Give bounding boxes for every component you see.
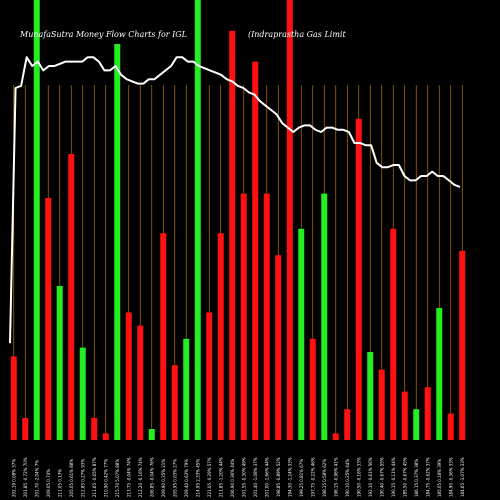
x-tick-label: 209.90 0.35% 21%	[161, 459, 166, 497]
money-flow-bar	[413, 409, 420, 440]
money-flow-bar	[252, 61, 259, 440]
money-flow-bar	[355, 118, 362, 441]
money-flow-bar	[10, 356, 17, 440]
x-tick-label: 214.95 2.33% 45%	[195, 459, 200, 497]
money-flow-bar	[390, 228, 397, 440]
x-tick-label: 201.85 -0.72% 70%	[23, 457, 28, 497]
x-tick-label: 201.70 -2.04% 7%	[34, 460, 39, 497]
money-flow-bar	[102, 433, 109, 440]
x-tick-label: 185.05 0.18% 39%	[437, 459, 442, 497]
x-tick-label: 198.85 -0.89% 52%	[276, 457, 281, 497]
x-tick-label: 184.75 -0.62% 37%	[425, 457, 430, 497]
money-flow-bar	[206, 312, 213, 440]
x-tick-label: 196.15 -0.96% 41%	[333, 457, 338, 497]
x-tick-label: 202.19 0.08% 37%	[11, 459, 16, 497]
x-tick-label: 199.25 0.81% 67%	[299, 459, 304, 497]
money-flow-bar	[137, 325, 144, 440]
x-tick-labels: 202.19 0.08% 37% 201.85 -0.72% 70% 201.70 …	[11, 457, 465, 497]
x-tick-label: 192.10 -0.61% 56%	[368, 457, 373, 497]
money-flow-bar	[447, 413, 454, 440]
x-tick-label: 213.75 -0.04% 74%	[126, 457, 131, 497]
x-tick-label: 215.70 5.07% 88%	[115, 459, 120, 497]
x-tick-label: 190.15 -0.11% 44%	[391, 457, 396, 497]
money-flow-bar	[286, 0, 293, 440]
money-flow-bar	[378, 369, 385, 440]
money-flow-bar	[79, 347, 86, 440]
x-tick-label: 212.20 -0.16% 74%	[138, 457, 143, 497]
money-flow-bar	[367, 352, 374, 440]
x-tick-label: 194.30 -1.24% 33%	[287, 457, 292, 497]
money-flow-bar	[459, 250, 466, 440]
chart-title: MunafaSutra Money Flow Charts for IGL	[19, 30, 187, 39]
x-tick-label: 221.05 -0.29% 57%	[207, 457, 212, 497]
money-flow-bar	[436, 308, 443, 440]
chart-subtitle: (Indraprastha Gas Limit	[248, 30, 346, 39]
money-flow-bar	[309, 338, 316, 440]
money-flow-bar	[33, 0, 40, 440]
x-tick-label: 212.85 0.27% 93%	[80, 459, 85, 497]
x-tick-label: 201.55 -0.30% 49%	[241, 457, 246, 497]
x-tick-label: 209.40 0.63% 79%	[184, 459, 189, 497]
money-flow-bar	[194, 0, 201, 440]
money-flow-bar	[171, 365, 178, 440]
money-flow-bar	[321, 193, 328, 440]
money-flow-bar	[183, 338, 190, 440]
x-tick-label: 205.05 0.61% 88%	[69, 459, 74, 497]
x-tick-label: 197.75 -0.22% 46%	[310, 457, 315, 497]
money-flow-bar	[229, 30, 236, 441]
x-tick-label: 211.65 -0.65% 87%	[92, 457, 97, 497]
money-flow-bars	[10, 0, 466, 441]
x-tick-label: 184.90 -0.36% 33%	[448, 457, 453, 497]
x-tick-label: 211.85 -1.20% 44%	[218, 457, 223, 497]
money-flow-bar	[344, 409, 351, 440]
money-flow-bar	[45, 198, 52, 440]
x-tick-label: 211.05 0.13%	[57, 469, 62, 497]
money-flow-bar	[240, 193, 247, 440]
x-tick-label: 185.50 -0.67% 45%	[402, 457, 407, 497]
money-flow-bar	[56, 286, 63, 440]
money-flow-bar	[298, 228, 305, 440]
price-line	[9, 56, 461, 344]
money-flow-bar	[263, 193, 270, 440]
money-flow-bar	[114, 44, 121, 440]
x-tick-label: 186.15 0.37% 38%	[414, 459, 419, 497]
x-tick-label: 209.05 0.74%	[46, 469, 51, 497]
price-line-layer	[9, 56, 461, 344]
money-flow-bar	[148, 429, 155, 440]
money-flow-bar	[275, 255, 282, 440]
money-flow-bar	[332, 433, 339, 440]
money-flow-bar	[401, 391, 408, 440]
x-tick-label: 190.10 0.25% 44%	[345, 459, 350, 497]
money-flow-bar	[125, 312, 132, 440]
x-tick-label: 184.65 -1.07% 33%	[460, 457, 465, 497]
x-tick-label: 198.15 0.58% 62%	[322, 459, 327, 497]
money-flow-bar	[217, 233, 224, 440]
money-flow-bar	[68, 154, 75, 440]
x-tick-label: 190.50 -0.16% 33%	[356, 457, 361, 497]
money-flow-bar	[91, 418, 98, 440]
x-tick-label: 201.40 -1.08% 37%	[253, 457, 258, 497]
money-flow-bar	[160, 233, 167, 440]
money-flow-bar	[424, 387, 431, 440]
x-tick-label: 210.90 0.42% 77%	[103, 459, 108, 497]
x-tick-label: 206.90 0.36% 44%	[230, 459, 235, 497]
money-flow-bar	[22, 418, 29, 440]
x-tick-label: 190.40 -0.67% 55%	[379, 457, 384, 497]
x-tick-label: 201.00 -1.66% 44%	[264, 457, 269, 497]
x-tick-label: 206.85 -0.04% 76%	[149, 457, 154, 497]
x-tick-label: 205.95 0.03% 27%	[172, 459, 177, 497]
